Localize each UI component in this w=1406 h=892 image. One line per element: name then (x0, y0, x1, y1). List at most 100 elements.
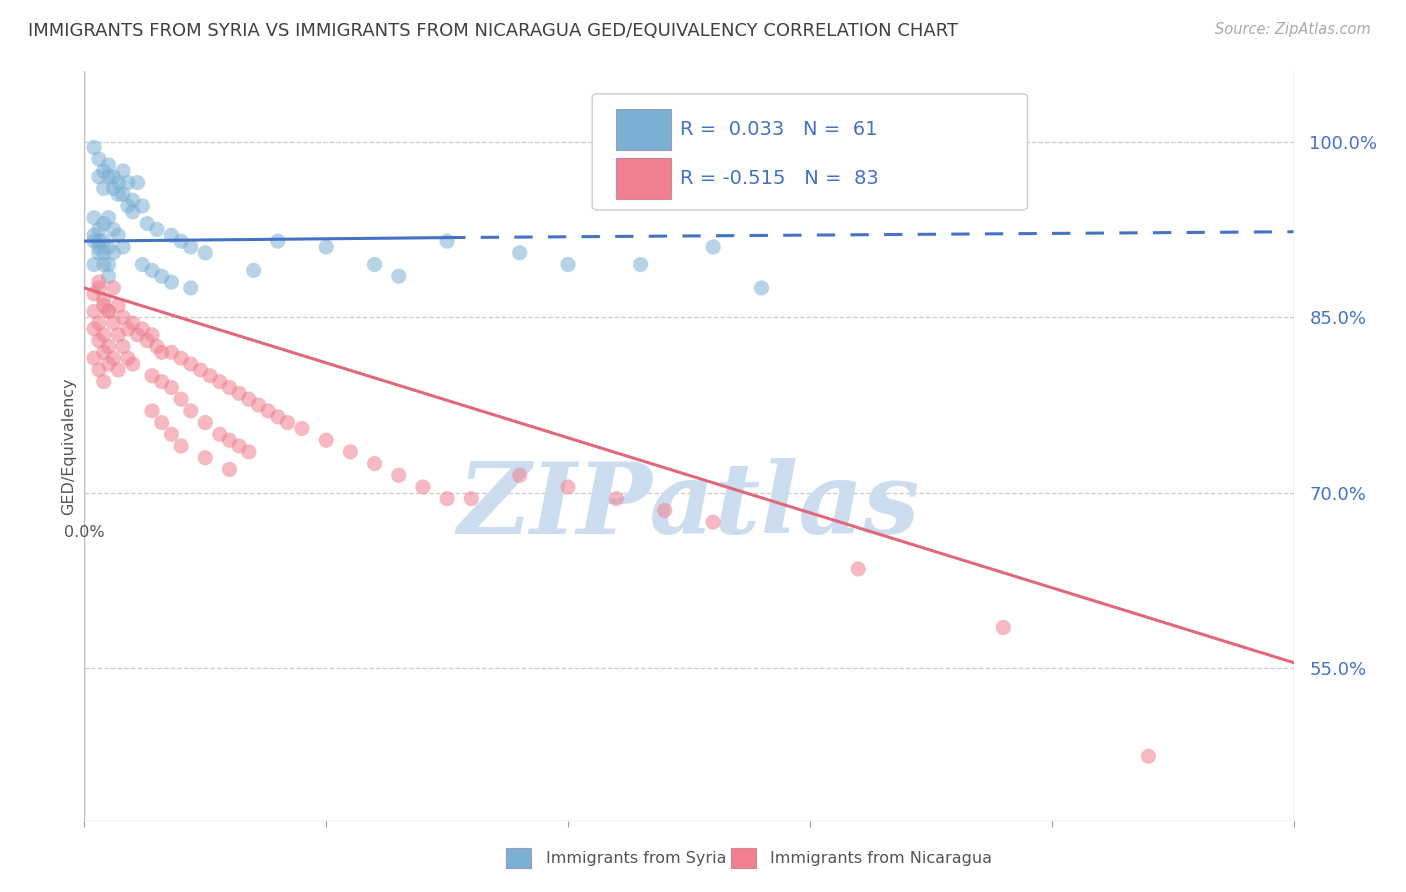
Point (103, 222, 125, 236)
Point (170, 351, 193, 366)
Point (141, 404, 163, 418)
Point (228, 386, 250, 401)
Text: R =  0.033   N =  61: R = 0.033 N = 61 (681, 120, 877, 139)
Point (702, 515, 724, 529)
Point (107, 363, 129, 377)
Point (150, 375, 173, 389)
Text: IMMIGRANTS FROM SYRIA VS IMMIGRANTS FROM NICARAGUA GED/EQUIVALENCY CORRELATION C: IMMIGRANTS FROM SYRIA VS IMMIGRANTS FROM… (28, 22, 959, 40)
Point (83, 228, 105, 243)
Point (112, 164, 135, 178)
Point (208, 427, 231, 442)
Point (97, 339, 120, 353)
Point (103, 181, 125, 195)
Point (315, 240, 337, 254)
Point (112, 187, 135, 202)
Point (97, 158, 120, 172)
Point (131, 199, 153, 213)
Point (436, 491, 458, 506)
FancyBboxPatch shape (592, 94, 1028, 210)
FancyBboxPatch shape (616, 158, 671, 199)
Point (87, 169, 110, 184)
Point (97, 304, 120, 318)
Point (87, 316, 110, 330)
Point (228, 439, 250, 453)
Point (218, 433, 240, 447)
Point (208, 375, 231, 389)
Point (363, 457, 385, 471)
Point (93, 258, 115, 272)
Point (509, 468, 531, 483)
Point (180, 404, 202, 418)
Point (160, 380, 183, 394)
Point (267, 409, 290, 424)
Point (112, 339, 135, 353)
Point (83, 140, 105, 154)
Point (238, 445, 260, 459)
Point (93, 217, 115, 231)
Point (127, 327, 149, 342)
Point (146, 222, 169, 236)
Point (436, 234, 458, 248)
Point (141, 368, 163, 383)
Point (605, 491, 627, 506)
Point (83, 322, 105, 336)
Point (97, 258, 120, 272)
Point (103, 351, 125, 366)
Point (83, 258, 105, 272)
Point (121, 205, 143, 219)
Point (291, 421, 314, 435)
Point (363, 258, 385, 272)
Point (460, 491, 482, 506)
Point (103, 169, 125, 184)
Point (150, 416, 173, 430)
Point (87, 152, 110, 166)
Point (170, 392, 193, 407)
Point (180, 357, 202, 371)
Point (315, 433, 337, 447)
Text: Immigrants from Syria: Immigrants from Syria (546, 851, 725, 865)
Point (170, 234, 193, 248)
Point (136, 334, 159, 348)
Point (180, 240, 202, 254)
Point (93, 293, 115, 307)
Point (93, 375, 115, 389)
Point (87, 275, 110, 289)
Point (93, 164, 115, 178)
Point (276, 416, 298, 430)
Point (93, 345, 115, 359)
Point (107, 228, 129, 243)
Point (509, 245, 531, 260)
Point (131, 322, 153, 336)
Point (412, 480, 434, 494)
Point (97, 211, 120, 225)
Point (97, 269, 120, 284)
Point (117, 199, 139, 213)
Point (127, 176, 149, 190)
Point (83, 211, 105, 225)
Point (107, 299, 129, 313)
Point (87, 222, 110, 236)
Point (87, 281, 110, 295)
Point (557, 480, 579, 494)
Point (267, 234, 290, 248)
Point (198, 368, 221, 383)
Point (194, 416, 217, 430)
Point (150, 345, 173, 359)
Point (136, 217, 159, 231)
Point (112, 240, 135, 254)
Point (93, 245, 115, 260)
Point (107, 327, 129, 342)
Point (131, 258, 153, 272)
Point (218, 380, 240, 394)
Point (103, 281, 125, 295)
Text: 0.0%: 0.0% (65, 524, 104, 540)
Point (846, 562, 869, 576)
Point (160, 228, 183, 243)
Point (121, 316, 143, 330)
Point (103, 316, 125, 330)
Point (170, 439, 193, 453)
Point (1137, 749, 1160, 764)
Y-axis label: GED/Equivalency: GED/Equivalency (60, 377, 76, 515)
Point (97, 240, 120, 254)
Text: ZIPatlas: ZIPatlas (458, 458, 920, 554)
